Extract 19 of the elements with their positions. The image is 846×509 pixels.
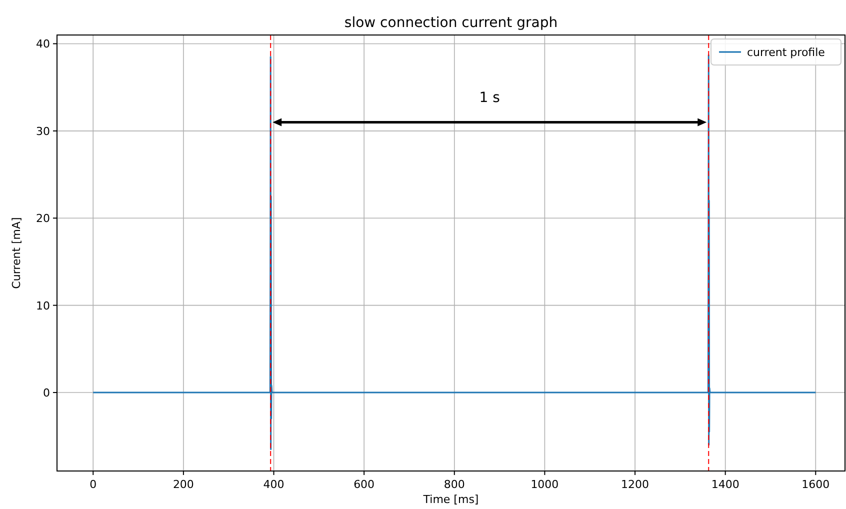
x-tick-label: 600 [354,478,375,491]
y-axis-title: Current [mA] [10,217,23,289]
chart-title: slow connection current graph [344,15,558,31]
x-axis-title: Time [ms] [422,493,479,506]
x-tick-label: 1000 [530,478,559,491]
legend-label: current profile [747,46,826,59]
x-tick-label: 1200 [621,478,650,491]
y-tick-label: 20 [36,212,50,226]
y-tick-label: 40 [36,38,50,51]
y-tick-label: 30 [36,124,50,138]
x-tick-label: 400 [263,478,284,491]
x-tick-label: 0 [90,478,97,491]
x-tick-label: 800 [444,478,465,491]
y-tick-label: 10 [36,299,50,312]
x-tick-label: 200 [172,478,194,491]
annotation: 1 s [479,90,500,106]
x-tick-label: 1400 [711,478,740,491]
y-tick-label: 0 [43,386,50,400]
x-tick-label: 1600 [802,478,830,491]
